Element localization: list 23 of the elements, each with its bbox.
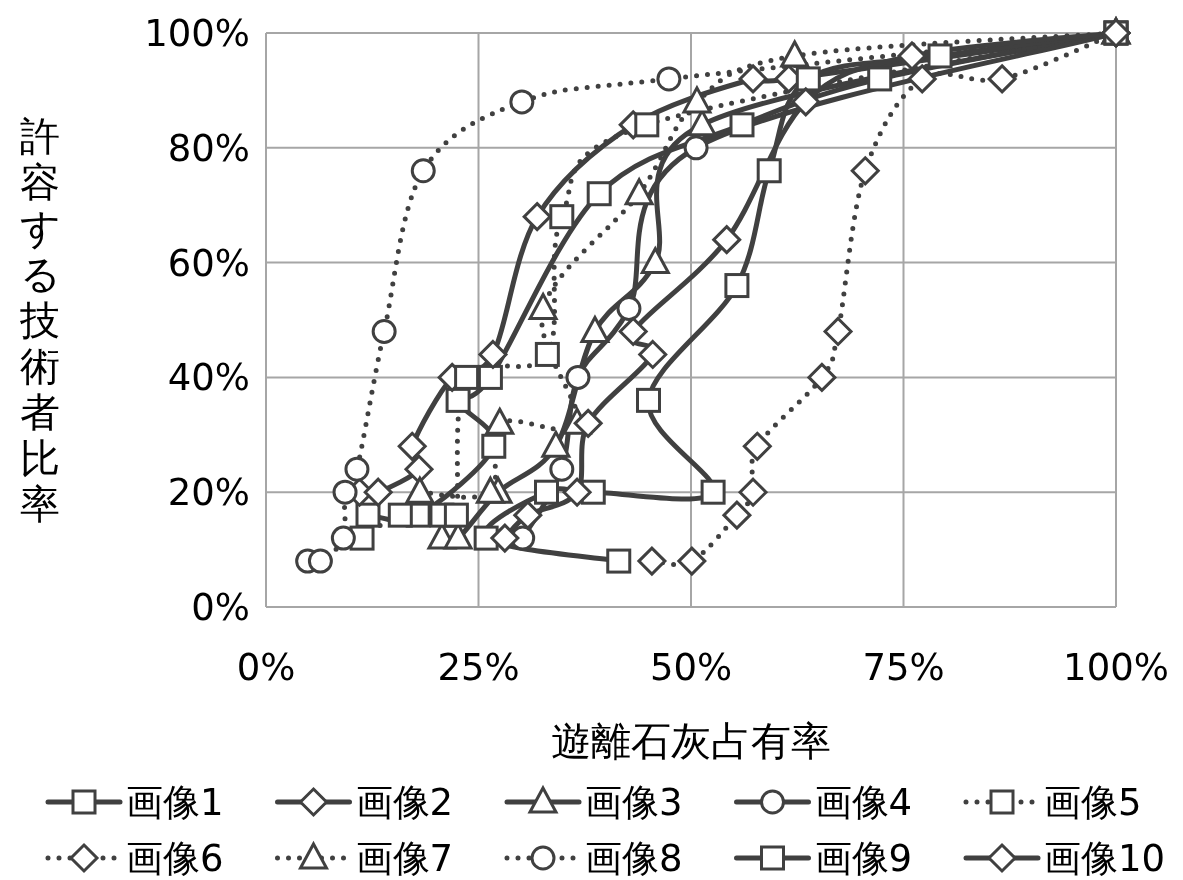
x-tick-label: 75% (862, 646, 945, 689)
legend-label: 画像8 (585, 837, 683, 880)
y-tick-label: 20% (167, 471, 250, 515)
x-tick-label: 100% (1063, 646, 1169, 689)
y-tick-label: 60% (167, 241, 250, 285)
legend-label: 画像10 (1044, 837, 1166, 880)
legend-label: 画像5 (1044, 781, 1142, 824)
x-tick-label: 50% (649, 646, 733, 689)
text: 許容する技術者比率 (19, 113, 61, 527)
y-tick-label: 100% (144, 12, 250, 55)
y-tick-label: 40% (167, 356, 250, 400)
x-tick-label: 25% (437, 646, 520, 689)
y-tick-label: 80% (167, 126, 250, 170)
legend-label: 画像2 (355, 781, 454, 824)
legend-label: 画像6 (126, 837, 224, 880)
legend-label: 画像4 (814, 781, 913, 824)
y-tick-label: 0% (191, 586, 250, 629)
x-axis-title: 遊離石灰占有率 (551, 718, 831, 764)
legend-label: 画像3 (585, 781, 683, 824)
legend-label: 画像9 (814, 837, 913, 880)
legend-label: 画像1 (126, 781, 224, 824)
legend-label: 画像7 (355, 837, 454, 880)
x-tick-label: 0% (236, 646, 296, 689)
